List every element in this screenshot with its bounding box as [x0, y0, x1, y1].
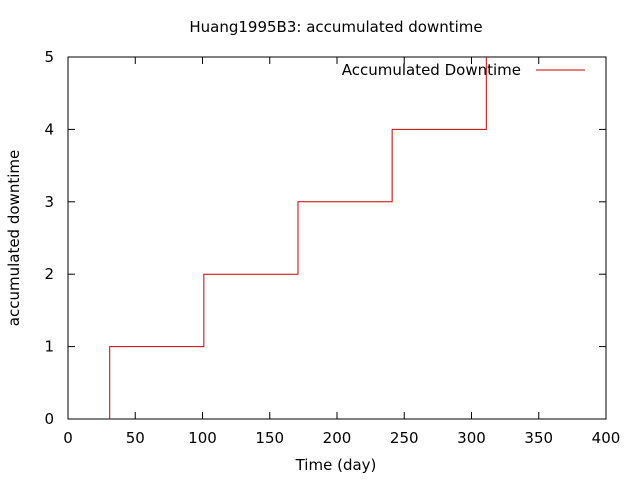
series-line	[109, 57, 487, 419]
x-tick-label: 350	[524, 429, 553, 447]
chart-title: Huang1995B3: accumulated downtime	[189, 18, 482, 36]
x-tick-label: 250	[390, 429, 419, 447]
x-tick-label: 300	[457, 429, 486, 447]
series-layer	[109, 57, 487, 419]
y-tick-label: 4	[44, 120, 54, 138]
x-tick-label: 100	[188, 429, 217, 447]
y-tick-label: 0	[44, 410, 54, 428]
x-tick-label: 400	[592, 429, 621, 447]
x-tick-label: 200	[323, 429, 352, 447]
x-axis: 0 50 100 150 200 250 300 350 400	[63, 57, 620, 447]
y-tick-label: 1	[44, 338, 54, 356]
x-tick-label: 150	[255, 429, 284, 447]
x-tick-label: 50	[126, 429, 145, 447]
y-axis-label: accumulated downtime	[5, 150, 23, 326]
legend: Accumulated Downtime	[342, 61, 585, 79]
x-axis-label: Time (day)	[295, 456, 377, 474]
legend-label: Accumulated Downtime	[342, 61, 521, 79]
plot-area	[67, 56, 607, 420]
y-tick-label: 5	[44, 48, 54, 66]
plot-frame	[67, 56, 607, 420]
y-tick-label: 3	[44, 193, 54, 211]
y-axis: 0 1 2 3 4 5	[44, 48, 606, 428]
x-tick-label: 0	[63, 429, 73, 447]
y-tick-label: 2	[44, 265, 54, 283]
